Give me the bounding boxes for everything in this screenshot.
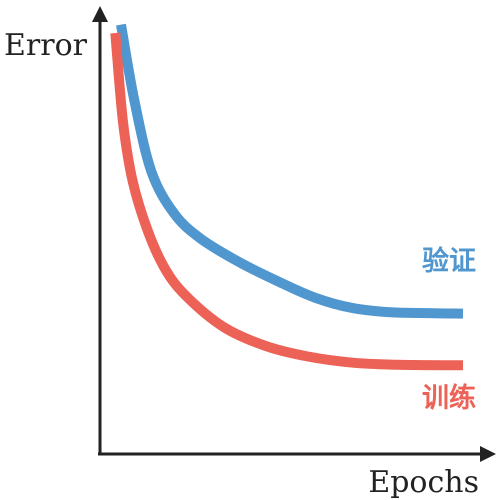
- series-label-training: 训练: [422, 382, 476, 414]
- y-axis-arrow-icon: [92, 6, 108, 22]
- series-line-validation: [116, 23, 464, 319]
- series-label-validation: 验证: [422, 245, 476, 277]
- series-line-training: [110, 32, 464, 371]
- y-axis-title: Error: [4, 28, 88, 63]
- y-axis: [92, 6, 108, 455]
- x-axis-title: Epochs: [368, 465, 479, 500]
- x-axis: [98, 446, 496, 462]
- series-layer: [110, 23, 464, 371]
- x-axis-arrow-icon: [480, 446, 496, 462]
